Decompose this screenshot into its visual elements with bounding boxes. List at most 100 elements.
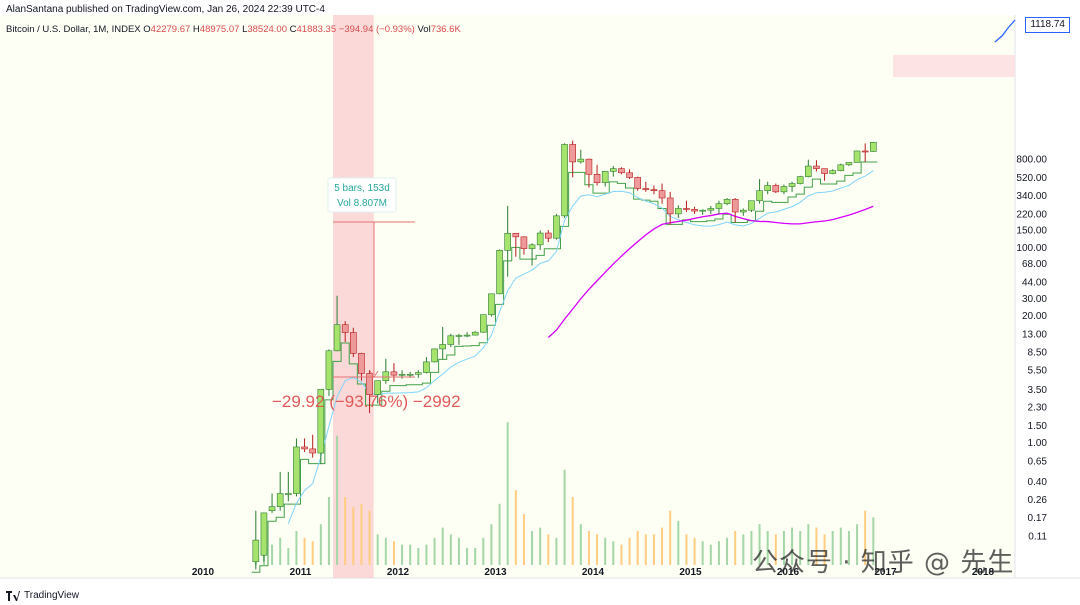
candle-body [764, 185, 771, 192]
candle[interactable] [821, 168, 828, 181]
low-value: 38524.00 [247, 24, 287, 35]
volume-bar [279, 537, 282, 565]
candle[interactable] [748, 200, 755, 212]
volume-bar [555, 537, 558, 565]
candle[interactable] [350, 327, 357, 358]
candle[interactable] [601, 171, 609, 187]
candle[interactable] [553, 213, 560, 240]
candle-body [447, 335, 455, 345]
candle[interactable] [285, 471, 292, 502]
y-tick-label: 220.00 [1016, 209, 1047, 220]
candle[interactable] [447, 333, 455, 348]
candle[interactable] [496, 249, 503, 295]
candle-body [683, 208, 690, 210]
candle[interactable] [707, 205, 715, 214]
candle[interactable] [788, 181, 796, 192]
candle-body [260, 512, 268, 556]
candle[interactable] [431, 348, 438, 363]
candle[interactable] [463, 332, 471, 338]
candle[interactable] [593, 164, 601, 186]
candle[interactable] [813, 160, 820, 172]
y-tick-label: 5.50 [1028, 366, 1048, 377]
candle-body [610, 168, 617, 172]
candle[interactable] [658, 183, 666, 204]
candle[interactable] [512, 233, 520, 257]
candle[interactable] [333, 295, 341, 352]
candle[interactable] [390, 363, 398, 382]
candle[interactable] [528, 243, 536, 266]
candle[interactable] [666, 191, 674, 225]
candle[interactable] [626, 169, 633, 180]
candle[interactable] [268, 493, 276, 513]
candle[interactable] [536, 230, 544, 250]
candle[interactable] [561, 143, 568, 218]
candle[interactable] [374, 380, 381, 404]
candle[interactable] [853, 150, 861, 163]
footer-brand[interactable]: TradingView [6, 590, 79, 601]
candle[interactable] [301, 438, 308, 452]
candle[interactable] [829, 169, 836, 175]
watermark-text: 公众号 · 知乎 @ 先生 [752, 548, 1015, 578]
candle[interactable] [764, 181, 771, 195]
candle-body [471, 331, 479, 336]
candle[interactable] [650, 185, 658, 195]
y-tick-label: 0.40 [1028, 477, 1048, 488]
candle[interactable] [382, 358, 390, 384]
volume-bar [856, 524, 859, 565]
candle[interactable] [504, 205, 511, 277]
candle[interactable] [642, 181, 650, 192]
candle[interactable] [415, 370, 422, 378]
candle[interactable] [293, 438, 300, 497]
candle[interactable] [276, 471, 284, 511]
candle[interactable] [618, 167, 625, 175]
candle[interactable] [488, 293, 495, 317]
candle[interactable] [545, 230, 552, 243]
candle[interactable] [358, 352, 365, 381]
candle[interactable] [471, 331, 479, 336]
candle-body [285, 493, 292, 495]
candle[interactable] [634, 176, 641, 191]
candle[interactable] [731, 197, 739, 223]
candle[interactable] [772, 183, 780, 194]
candle[interactable] [870, 141, 877, 152]
candle[interactable] [610, 166, 617, 177]
y-tick-label: 30.00 [1022, 294, 1047, 305]
candle[interactable] [577, 149, 585, 164]
candle[interactable] [455, 333, 463, 345]
candle[interactable] [861, 143, 869, 162]
candle[interactable] [309, 434, 316, 458]
candle[interactable] [699, 209, 706, 215]
candle[interactable] [683, 200, 690, 212]
volume-bar [368, 510, 371, 565]
candle[interactable] [740, 208, 747, 216]
candle[interactable] [569, 140, 576, 178]
volume-bar [872, 517, 875, 565]
candle[interactable] [317, 389, 325, 465]
candle[interactable] [796, 175, 804, 185]
volume-bar [579, 524, 582, 565]
candle[interactable] [423, 357, 430, 374]
candle[interactable] [837, 163, 845, 172]
candle[interactable] [325, 349, 333, 396]
candle[interactable] [780, 184, 788, 195]
candle[interactable] [845, 162, 853, 167]
candle[interactable] [585, 158, 593, 188]
candle-body [382, 371, 390, 381]
candle[interactable] [756, 179, 763, 204]
candle[interactable] [723, 197, 731, 206]
candle[interactable] [675, 205, 682, 218]
y-tick-label: 340.00 [1016, 191, 1047, 202]
candle[interactable] [341, 321, 349, 343]
candle[interactable] [480, 314, 487, 333]
candle[interactable] [252, 510, 260, 570]
candle[interactable] [691, 206, 698, 214]
candle[interactable] [520, 236, 528, 255]
candle[interactable] [715, 200, 723, 214]
candle[interactable] [439, 326, 446, 360]
candle[interactable] [260, 512, 268, 562]
volume-bar [685, 534, 688, 565]
candle-body [845, 162, 853, 166]
candle[interactable] [805, 159, 812, 178]
volume-bar [498, 503, 501, 565]
